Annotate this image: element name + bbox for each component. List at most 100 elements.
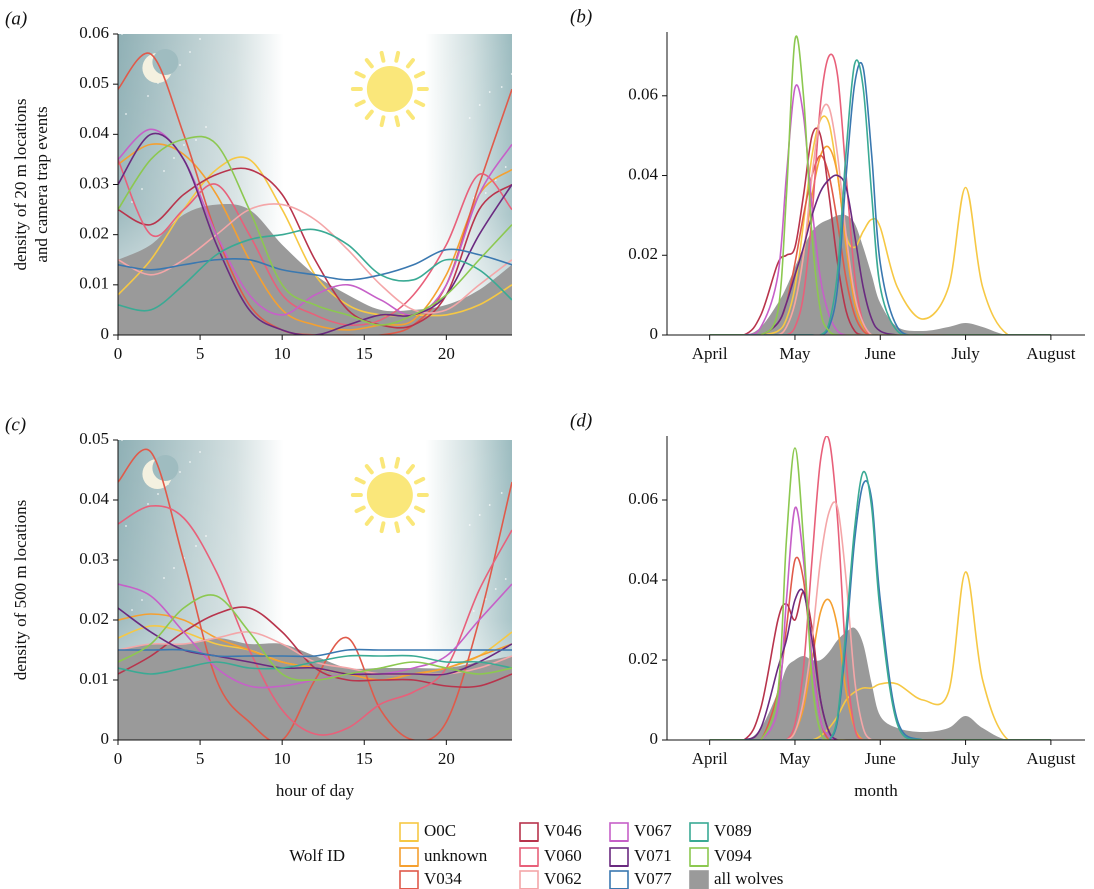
star [125, 525, 127, 527]
plot-area [709, 35, 1051, 335]
star [510, 73, 513, 75]
y-tick-label: 0.04 [79, 489, 109, 508]
x-tick-label: 15 [356, 344, 373, 363]
star [199, 451, 201, 453]
sun-ray [405, 515, 415, 526]
legend-swatch [399, 822, 419, 842]
x-tick-label: May [779, 749, 811, 768]
x-tick-label: April [692, 749, 728, 768]
star [472, 610, 475, 612]
star [189, 461, 191, 463]
sun-ray [364, 109, 374, 120]
star [179, 64, 181, 66]
sun-ray [379, 521, 386, 534]
legend-swatch [609, 822, 629, 842]
line [118, 228, 512, 312]
panel: 0 0.01 0.02 0.03 0.04 0.05 0 5 10 15 20 (c) density … [5, 414, 555, 800]
star [147, 503, 149, 505]
legend-label: V034 [424, 869, 462, 888]
legend-label: V067 [634, 821, 672, 840]
star [163, 170, 165, 172]
legend-label: all wolves [714, 869, 783, 888]
star [163, 577, 165, 579]
area [118, 638, 512, 740]
area [709, 214, 1051, 335]
star [205, 535, 207, 537]
star [520, 60, 523, 62]
line [709, 84, 1051, 335]
line [118, 203, 512, 314]
y-tick-label: 0.02 [79, 224, 109, 243]
y-tick-label: 0 [650, 729, 659, 748]
y-axis-label: density of 500 m locations [11, 500, 30, 680]
star [141, 599, 143, 601]
x-tick-label: 0 [114, 749, 123, 768]
star [494, 588, 497, 590]
plot-area [118, 448, 512, 740]
y-tick-label: 0.04 [628, 164, 658, 183]
star [526, 556, 529, 558]
x-tick-label: April [692, 344, 728, 363]
star [189, 51, 191, 53]
star [542, 450, 545, 452]
star [141, 188, 143, 190]
plot-area [118, 52, 512, 335]
legend-label: V062 [544, 869, 582, 888]
star [183, 144, 185, 146]
star [205, 126, 207, 128]
sun-ray [364, 464, 374, 475]
y-tick-label: 0.01 [79, 669, 109, 688]
star [504, 578, 507, 580]
y-tick-label: 0.03 [79, 549, 109, 568]
sun-ray [394, 456, 401, 469]
star [173, 567, 175, 569]
legend-label: V089 [714, 821, 752, 840]
moon-shadow [152, 455, 179, 481]
sun-ray [413, 476, 426, 485]
x-tick-label: 10 [274, 344, 291, 363]
star [131, 609, 133, 611]
legend-label: V094 [714, 846, 752, 865]
sun-ray [394, 50, 401, 63]
y-tick-label: 0 [101, 729, 110, 748]
line [709, 588, 1051, 740]
line [709, 598, 1051, 740]
x-tick-label: July [951, 344, 980, 363]
line [709, 35, 1051, 335]
star [195, 545, 197, 547]
star [468, 524, 471, 526]
x-tick-label: June [865, 749, 896, 768]
plot-area [709, 436, 1051, 740]
line [709, 127, 1051, 335]
line [709, 470, 1051, 740]
x-tick-label: 5 [196, 344, 205, 363]
star [552, 210, 555, 212]
sun-ray [413, 99, 426, 108]
legend-swatch [519, 822, 539, 842]
star [526, 148, 529, 150]
star [179, 471, 181, 473]
legend-label: V071 [634, 846, 672, 865]
line [118, 143, 512, 331]
star [546, 122, 549, 124]
legend-swatch [689, 870, 709, 889]
line [118, 248, 512, 281]
legend-label: V077 [634, 869, 672, 888]
line [118, 159, 512, 327]
star [488, 504, 491, 506]
star [520, 472, 523, 474]
panel: 0 0.01 0.02 0.03 0.04 0.05 0.06 0 5 10 15 20 (a) dens… [5, 8, 555, 363]
star [199, 38, 201, 40]
line [709, 53, 1051, 335]
line [709, 480, 1051, 740]
line [709, 447, 1051, 740]
legend-swatch [689, 822, 709, 842]
y-tick-label: 0.02 [628, 649, 658, 668]
y-tick-label: 0.04 [628, 569, 658, 588]
line [709, 506, 1051, 740]
y-axis-label: density of 20 m locations [11, 99, 30, 271]
sun-ray [379, 115, 386, 128]
legend-swatch [399, 870, 419, 889]
legend-swatch [519, 870, 539, 889]
